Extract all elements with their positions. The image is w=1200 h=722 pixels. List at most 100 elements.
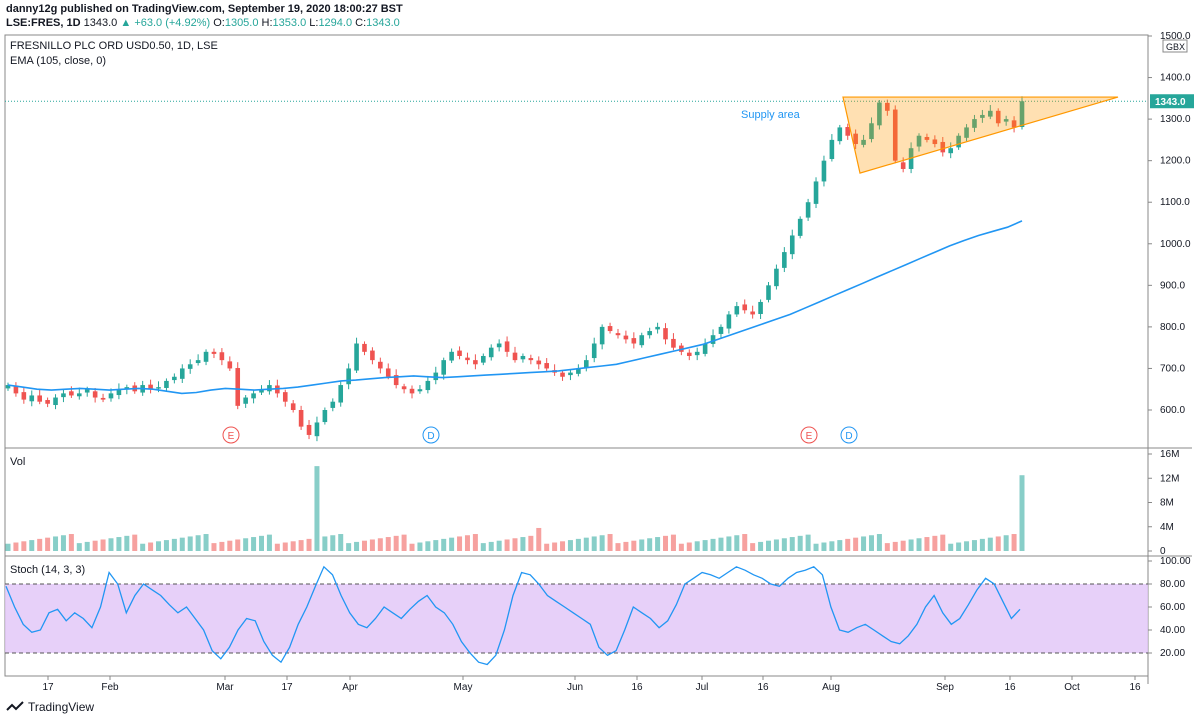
candle-body — [591, 343, 597, 359]
candle-body — [1003, 119, 1009, 122]
x-tick-label: Jul — [696, 682, 709, 693]
footer-brand[interactable]: TradingView — [6, 700, 94, 714]
candle-body — [76, 393, 82, 397]
event-marker — [800, 426, 818, 444]
volume-bar — [187, 536, 193, 551]
volume-tick-label: 4M — [1160, 522, 1174, 533]
volume-bar — [108, 538, 114, 551]
candle-body — [560, 372, 565, 377]
price-tick-label: 1100.0 — [1160, 197, 1190, 208]
volume-bar — [346, 543, 352, 551]
candle-body — [314, 422, 320, 437]
supply-triangle — [842, 96, 1119, 174]
brand-name: TradingView — [28, 700, 95, 714]
candle-body — [583, 360, 589, 369]
volume-bar — [567, 540, 573, 551]
candle-body — [900, 162, 906, 169]
volume-bar — [132, 534, 138, 551]
candle-body — [409, 388, 415, 394]
candle-body — [869, 123, 874, 140]
candle-body — [37, 395, 42, 402]
stoch-line — [5, 565, 1021, 666]
volume-bar — [338, 534, 344, 551]
x-tick-label: 17 — [281, 682, 293, 693]
candle-body — [782, 252, 787, 268]
candle-body — [378, 361, 383, 369]
candle-body — [290, 403, 296, 410]
volume-bar — [156, 541, 162, 551]
x-tick-label: Apr — [342, 682, 358, 693]
event-marker — [222, 426, 240, 444]
volume-bar — [876, 534, 882, 551]
volume-bar — [84, 541, 90, 551]
volume-bar — [575, 538, 581, 551]
candle-body — [805, 202, 811, 218]
volume-bar — [504, 539, 510, 551]
open-value: 1305.0 — [224, 17, 259, 29]
chart-canvas[interactable]: 1500.0 1400.0 1300.0 1200.0 1100.0 1000.0 900.… — [0, 0, 1200, 700]
x-tick-label: 16 — [1129, 682, 1141, 693]
price-tick-label: 700.0 — [1160, 363, 1185, 374]
supply-area-label: Supply area — [741, 109, 801, 121]
close-value: 1343.0 — [366, 17, 400, 29]
candle-body — [504, 341, 510, 352]
volume-bar — [116, 537, 122, 551]
candle-body — [885, 102, 890, 111]
candle-body — [306, 424, 312, 435]
candle-body — [916, 135, 922, 147]
volume-bar — [694, 541, 700, 551]
volume-bar — [369, 539, 375, 551]
volume-bar — [457, 536, 463, 551]
x-tick-label: 17 — [42, 682, 54, 693]
x-tick-label: 16 — [1004, 682, 1016, 693]
volume-bar — [274, 543, 280, 551]
candle-body — [694, 351, 700, 356]
candle-body — [623, 335, 629, 340]
volume-bar — [322, 536, 328, 551]
volume-bar — [496, 540, 502, 551]
volume-bar — [829, 541, 835, 551]
up-arrow-icon: ▲ — [120, 17, 132, 29]
candle-body — [972, 119, 977, 128]
volume-bar — [60, 535, 66, 551]
candle-body — [813, 181, 819, 204]
price-tick-label: 1500.0 — [1160, 31, 1191, 42]
candle-body — [576, 368, 581, 374]
volume-bar — [995, 536, 1001, 551]
volume-bar — [354, 541, 360, 551]
volume-bar — [742, 534, 748, 551]
candle-body — [69, 391, 74, 396]
volume-bar — [171, 538, 177, 551]
candle-body — [243, 397, 248, 404]
candle-body — [401, 386, 407, 390]
stoch-tick-label: 100.00 — [1160, 556, 1191, 567]
price-tick-label: 1200.0 — [1160, 156, 1191, 167]
ema-indicator-label: EMA (105, close, 0) — [10, 55, 106, 67]
volume-bar — [868, 535, 874, 551]
volume-bar — [21, 541, 27, 551]
volume-bar — [251, 537, 257, 551]
candle-body — [195, 360, 201, 364]
high-value: 1353.0 — [272, 17, 307, 29]
candle-body — [750, 311, 755, 315]
volume-tick-label: 12M — [1160, 473, 1179, 484]
stoch-band — [5, 584, 1148, 653]
volume-pane-title: Vol — [10, 456, 26, 468]
volume-bar — [845, 538, 851, 551]
volume-bar — [243, 538, 249, 551]
candle-body — [663, 328, 668, 340]
volume-bar — [29, 540, 35, 551]
volume-bar — [5, 543, 11, 551]
candle-body — [861, 139, 866, 145]
candle-body — [116, 389, 122, 396]
volume-bar — [520, 537, 526, 551]
volume-bar — [449, 537, 455, 551]
candle-body — [61, 393, 66, 398]
volume-bar — [92, 540, 98, 551]
volume-bar — [552, 542, 558, 551]
price-tick-label: 900.0 — [1160, 280, 1185, 291]
volume-bar — [393, 535, 399, 551]
candle-body — [647, 331, 652, 336]
publisher-line: danny12g published on TradingView.com, S… — [6, 3, 403, 15]
volume-bar — [813, 543, 819, 551]
